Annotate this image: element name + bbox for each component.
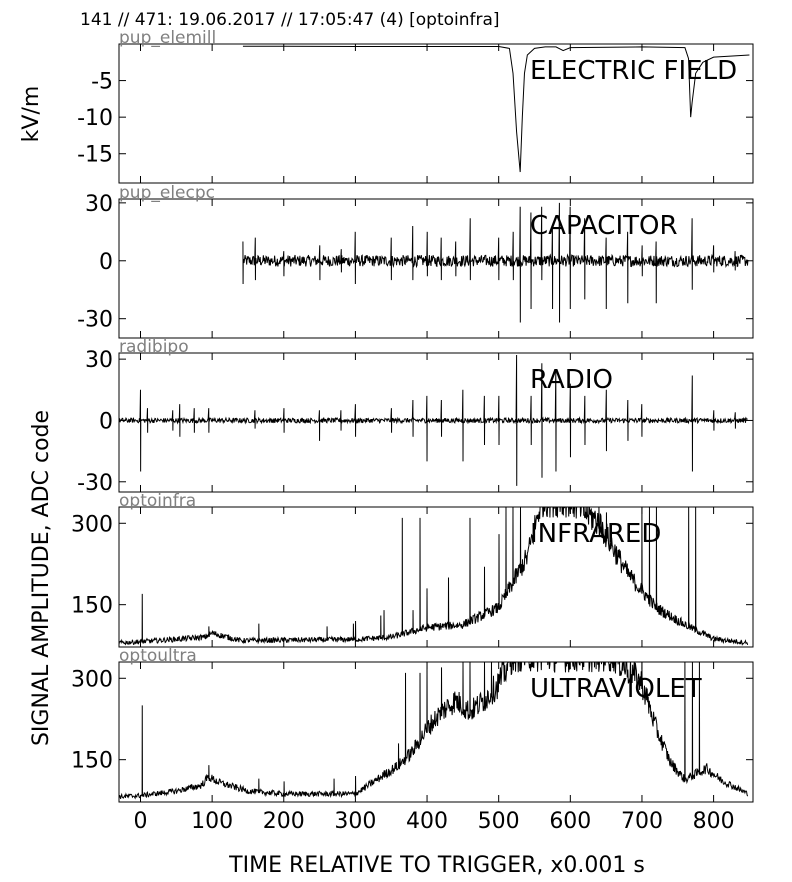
x-axis-label: TIME RELATIVE TO TRIGGER, x0.001 s — [228, 853, 645, 878]
panel-optoinfra: 300 150 optoinfra INFRARED — [71, 491, 754, 648]
radibipo-ytick-label: 0 — [99, 409, 113, 434]
pup_elecpc-trace — [242, 202, 749, 323]
radibipo-channel-label: radibipo — [119, 337, 189, 357]
pup_elemill-title: ELECTRIC FIELD — [530, 56, 737, 86]
optoinfra-title: INFRARED — [530, 519, 661, 549]
x-tick-label: 500 — [478, 809, 520, 834]
pup_elemill-ytick-label: -5 — [91, 70, 113, 95]
optoultra-title: ULTRAVIOLET — [530, 674, 702, 704]
optoinfra-frame — [118, 506, 754, 648]
optoinfra-trace — [119, 507, 749, 646]
optoinfra-channel-label: optoinfra — [119, 491, 196, 511]
shared-y-axis-label: SIGNAL AMPLITUDE, ADC code — [29, 410, 54, 746]
pup_elecpc-ytick-label: 30 — [85, 192, 113, 217]
pup_elemill-ytick-label: -10 — [77, 106, 113, 131]
x-tick-label: 100 — [191, 809, 233, 834]
x-tick-label: 700 — [621, 809, 663, 834]
x-tick-label: 600 — [549, 809, 591, 834]
pup_elemill-ylabel: kV/m — [19, 86, 44, 143]
optoultra-channel-label: optoultra — [119, 646, 197, 666]
pup_elemill-frame — [118, 43, 754, 184]
x-tick-label: 800 — [693, 809, 735, 834]
pup_elecpc-frame — [118, 198, 754, 339]
pup_elecpc-ytick-label: 0 — [99, 250, 113, 275]
radibipo-ytick-label: 30 — [85, 348, 113, 373]
pup_elemill-ytick-label: -15 — [77, 143, 113, 168]
pup_elecpc-channel-label: pup_elecpc — [119, 183, 215, 203]
optoultra-ytick-label: 300 — [71, 667, 113, 692]
pup_elemill-channel-label: pup_elemill — [119, 28, 216, 48]
figure-header: 141 // 471: 19.06.2017 // 17:05:47 (4) [… — [80, 10, 500, 30]
pup_elecpc-ytick-label: -30 — [77, 308, 113, 333]
radibipo-trace — [119, 355, 748, 486]
optoultra-ytick-label: 150 — [71, 749, 113, 774]
panel-radibipo: 30 0 -30 radibipo RADIO — [77, 337, 754, 496]
optoultra-trace — [119, 662, 749, 800]
radibipo-title: RADIO — [530, 365, 613, 395]
x-tick-label: 200 — [263, 809, 305, 834]
optoinfra-ytick-label: 150 — [71, 594, 113, 619]
radibipo-ytick-label: -30 — [77, 471, 113, 496]
x-tick-label: 400 — [406, 809, 448, 834]
pup_elecpc-title: CAPACITOR — [530, 211, 678, 241]
optoultra-frame — [118, 661, 754, 803]
panel-optoultra: 300 150 optoultra ULTRAVIOLET — [71, 646, 754, 803]
radibipo-frame — [118, 352, 754, 493]
optoinfra-ytick-label: 300 — [71, 512, 113, 537]
panel-pup_elecpc: 30 0 -30 pup_elecpc CAPACITOR — [77, 183, 754, 339]
panel-pup_elemill: -5 -10 -15 pup_elemill ELECTRIC FIELD kV/m — [19, 28, 754, 184]
pup_elemill-trace — [242, 45, 750, 173]
x-tick-label: 0 — [133, 809, 147, 834]
x-tick-label: 300 — [334, 809, 376, 834]
